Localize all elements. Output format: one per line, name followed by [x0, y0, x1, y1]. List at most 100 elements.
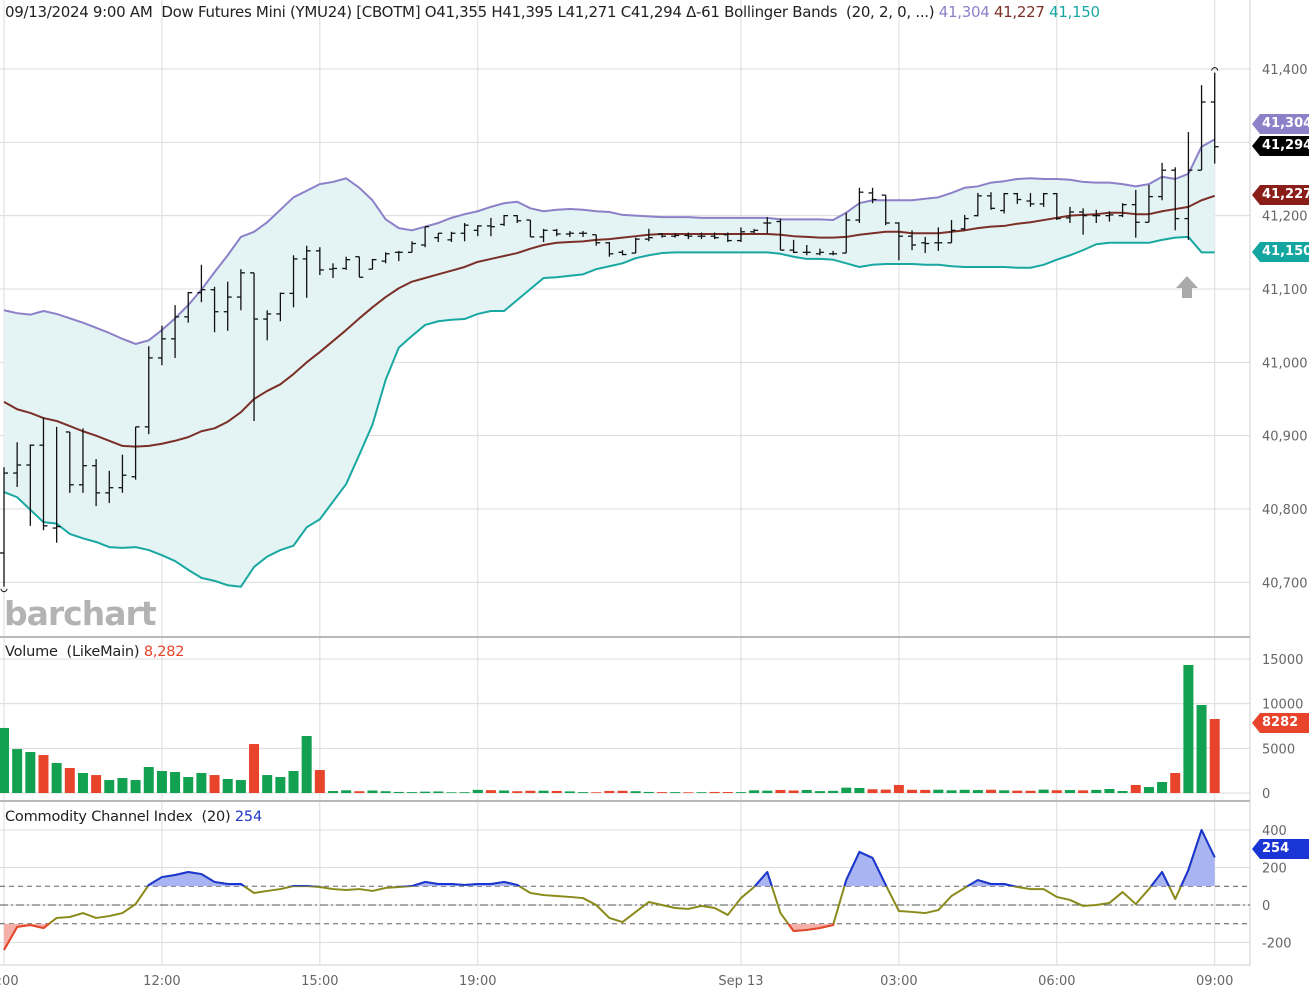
ohlc-bar	[500, 214, 509, 226]
ohlc-bar	[960, 214, 969, 231]
time-tick-label: 19:00	[459, 974, 496, 989]
ohlc-bar	[92, 459, 101, 507]
ohlc-bar	[908, 230, 917, 251]
header-study[interactable]: Bollinger Bands (20, 2, 0, ...)	[724, 3, 935, 21]
ohlc-bar	[473, 225, 482, 237]
ohlc-bar	[671, 233, 680, 238]
volume-bar	[91, 775, 102, 793]
volume-bar	[314, 770, 325, 793]
volume-bar	[749, 790, 760, 793]
ohlc-bar	[802, 244, 811, 256]
ohlc-bar	[1065, 206, 1074, 223]
volume-tick-label: 15000	[1262, 653, 1303, 668]
volume-bar	[1038, 789, 1049, 793]
price-tick-label: 40,900	[1262, 430, 1308, 445]
ohlc-bar	[131, 426, 140, 480]
volume-bar	[380, 791, 391, 793]
ohlc-bar	[39, 417, 48, 531]
up-arrow-icon	[1176, 276, 1198, 298]
ohlc-bar	[118, 454, 127, 493]
volume-bar	[893, 784, 904, 793]
cci-tick-label: 0	[1262, 899, 1270, 914]
bollinger-upper-line	[3, 138, 1216, 345]
volume-bar	[446, 792, 457, 793]
volume-bar	[1196, 705, 1207, 793]
volume-bar	[657, 792, 667, 793]
barchart-watermark: barchart	[4, 594, 157, 633]
header-datetime: 09/13/2024 9:00 AM	[5, 3, 153, 21]
volume-bar	[104, 780, 115, 793]
price-tick-label: 40,700	[1262, 576, 1308, 591]
price-tick-label: 41,000	[1262, 356, 1308, 371]
volume-bar	[722, 792, 733, 793]
cci-title[interactable]: Commodity Channel Index (20)	[5, 809, 231, 825]
ohlc-bar	[710, 232, 719, 240]
volume-bar	[12, 749, 23, 793]
ohlc-bar	[342, 256, 351, 270]
volume-bar	[367, 790, 378, 793]
price-tick-label: 41,200	[1262, 210, 1308, 225]
volume-bar	[643, 791, 654, 793]
ohlc-bar	[407, 241, 416, 253]
ohlc-bar	[381, 252, 390, 264]
ohlc-bar	[263, 310, 272, 341]
ohlc-bar	[434, 232, 443, 243]
volume-tick-label: 0	[1262, 787, 1270, 802]
volume-bar	[222, 778, 233, 793]
price-tick-label: 41,400	[1262, 63, 1308, 78]
volume-bar	[828, 790, 839, 793]
volume-bar	[564, 791, 575, 793]
volume-bar	[907, 789, 918, 793]
volume-bar	[472, 789, 483, 793]
volume-bar	[999, 790, 1010, 793]
ohlc-bar	[1118, 203, 1127, 218]
ohlc-bar	[329, 263, 337, 278]
volume-bar	[1183, 664, 1194, 793]
volume-bar	[459, 792, 470, 793]
header-lower-value: 41,150	[1049, 3, 1100, 21]
volume-bar	[301, 736, 312, 793]
volume-bar	[814, 791, 825, 793]
volume-bar	[933, 789, 944, 793]
ohlc-bar	[1092, 209, 1101, 223]
ohlc-bar	[197, 264, 206, 303]
volume-bar	[38, 755, 49, 793]
ohlc-bar	[460, 222, 469, 242]
cci-value: 254	[234, 809, 262, 825]
chart-header: 09/13/2024 9:00 AM Dow Futures Mini (YMU…	[5, 3, 1100, 21]
ohlc-bar	[842, 212, 851, 254]
volume-tag: 8282	[1252, 713, 1309, 733]
last-price-tag: 41,294	[1252, 136, 1309, 156]
volume-bar	[867, 789, 878, 793]
time-tick-label: Sep 13	[718, 974, 763, 989]
ohlc-bar	[723, 232, 732, 243]
volume-bar	[393, 791, 404, 793]
ohlc-bar	[815, 248, 824, 256]
cci-tag: 254	[1252, 839, 1309, 859]
ohlc-bar	[1184, 132, 1193, 240]
ohlc-bar	[368, 258, 377, 270]
ohlc-bar	[868, 187, 877, 204]
volume-bar	[986, 789, 996, 793]
ohlc-bar	[1131, 189, 1140, 238]
volume-bar	[196, 772, 207, 793]
volume-bar	[328, 791, 338, 793]
ohlc-bar	[1026, 192, 1035, 207]
time-tick-label: 09:00	[1196, 974, 1233, 989]
volume-bar	[170, 772, 181, 793]
ohlc-bar	[1105, 211, 1114, 222]
volume-bar	[1064, 790, 1075, 793]
volume-bar	[433, 791, 444, 793]
volume-bar	[51, 762, 62, 793]
volume-bar	[420, 791, 431, 793]
ohlc-bar	[1052, 192, 1061, 221]
ohlc-bar	[144, 346, 153, 435]
volume-value: 8,282	[143, 644, 185, 660]
volume-title[interactable]: Volume (LikeMain)	[5, 644, 140, 660]
ohlc-bar	[26, 444, 35, 526]
ohlc-bar	[947, 220, 956, 244]
price-tick-label: 40,800	[1262, 503, 1308, 518]
volume-bar	[683, 792, 694, 793]
ohlc-bar	[486, 217, 495, 237]
